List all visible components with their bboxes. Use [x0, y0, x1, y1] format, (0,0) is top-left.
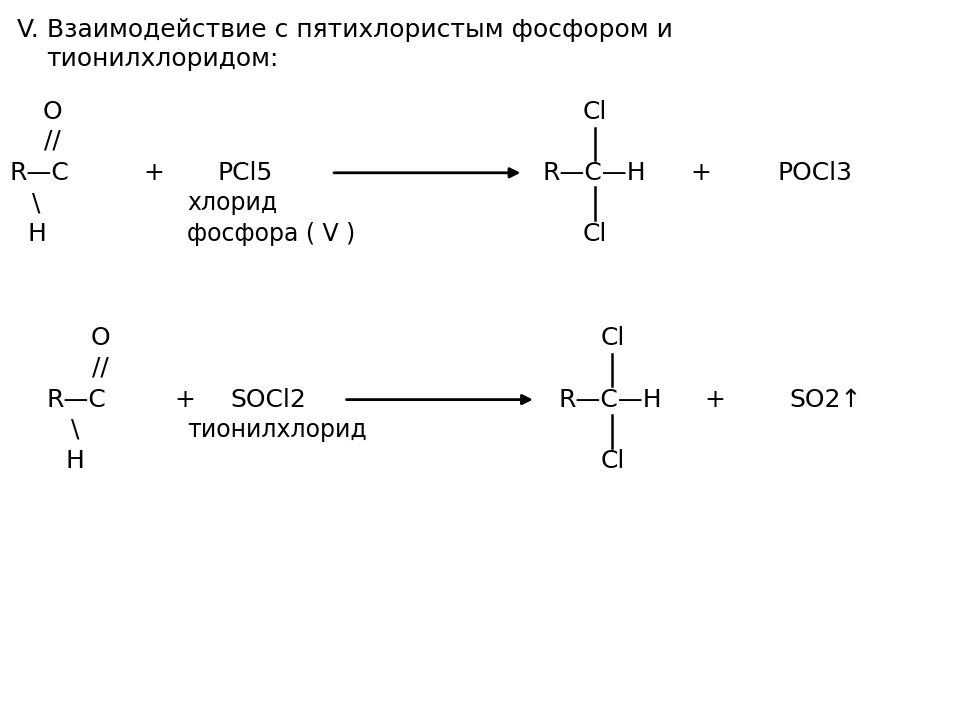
- Text: \: \: [33, 191, 40, 215]
- Text: Cl: Cl: [600, 326, 625, 351]
- Text: R—C—H: R—C—H: [559, 387, 662, 412]
- Text: R—C: R—C: [46, 387, 106, 412]
- Text: R—C: R—C: [10, 161, 69, 185]
- Text: +: +: [705, 387, 726, 412]
- Text: тионилхлорид: тионилхлорид: [187, 418, 367, 442]
- Text: //: //: [92, 355, 109, 379]
- Text: Cl: Cl: [583, 99, 608, 124]
- Text: H: H: [65, 449, 84, 473]
- Text: Cl: Cl: [600, 449, 625, 473]
- Text: V. Взаимодействие с пятихлористым фосфором и: V. Взаимодействие с пятихлористым фосфор…: [17, 18, 673, 42]
- Text: O: O: [43, 99, 62, 124]
- Text: SOCl2: SOCl2: [230, 387, 307, 412]
- Text: +: +: [174, 387, 195, 412]
- Text: +: +: [690, 161, 711, 185]
- Text: +: +: [143, 161, 164, 185]
- Text: H: H: [27, 222, 46, 246]
- Text: SO2↑: SO2↑: [789, 387, 862, 412]
- Text: тионилхлоридом:: тионилхлоридом:: [46, 47, 278, 71]
- Text: //: //: [44, 128, 61, 153]
- Text: Cl: Cl: [583, 222, 608, 246]
- Text: фосфора ( V ): фосфора ( V ): [187, 222, 355, 246]
- Text: хлорид: хлорид: [187, 191, 277, 215]
- Text: PCl5: PCl5: [217, 161, 273, 185]
- Text: R—C—H: R—C—H: [542, 161, 646, 185]
- Text: \: \: [71, 418, 79, 442]
- Text: POCl3: POCl3: [778, 161, 852, 185]
- Text: O: O: [91, 326, 110, 351]
